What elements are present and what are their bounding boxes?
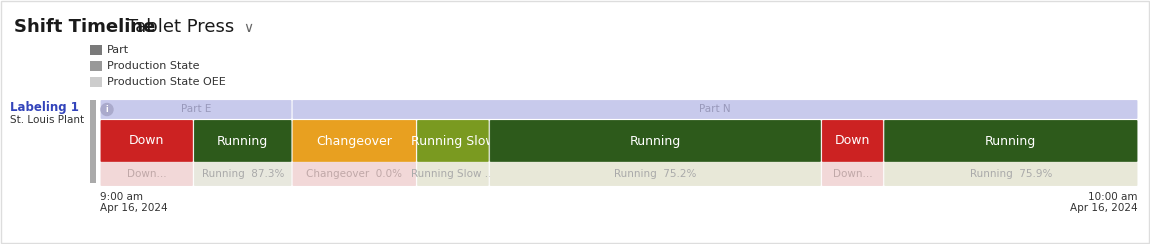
FancyBboxPatch shape xyxy=(292,100,1137,119)
Text: Production State: Production State xyxy=(107,61,199,71)
Text: i: i xyxy=(106,105,108,114)
Text: Shift Timeline: Shift Timeline xyxy=(14,18,155,36)
Text: Apr 16, 2024: Apr 16, 2024 xyxy=(1071,203,1138,213)
FancyBboxPatch shape xyxy=(100,100,292,119)
Text: Part: Part xyxy=(107,45,129,55)
Text: ∨: ∨ xyxy=(243,21,253,35)
Text: Running  87.3%: Running 87.3% xyxy=(201,169,284,179)
FancyBboxPatch shape xyxy=(100,120,193,162)
Text: Part N: Part N xyxy=(699,104,731,114)
Circle shape xyxy=(101,103,113,115)
Text: Part E: Part E xyxy=(181,104,212,114)
Text: Production State OEE: Production State OEE xyxy=(107,77,225,87)
Text: Changeover  0.0%: Changeover 0.0% xyxy=(306,169,402,179)
FancyBboxPatch shape xyxy=(822,162,883,186)
Text: Down: Down xyxy=(835,134,871,148)
FancyBboxPatch shape xyxy=(90,61,102,71)
FancyBboxPatch shape xyxy=(90,100,95,183)
Text: Apr 16, 2024: Apr 16, 2024 xyxy=(100,203,168,213)
FancyBboxPatch shape xyxy=(90,77,102,87)
Text: Down...: Down... xyxy=(126,169,167,179)
Text: Labeling 1: Labeling 1 xyxy=(10,101,79,113)
Text: Running: Running xyxy=(986,134,1036,148)
FancyBboxPatch shape xyxy=(194,162,292,186)
Text: 9:00 am: 9:00 am xyxy=(100,192,143,202)
Text: 10:00 am: 10:00 am xyxy=(1089,192,1138,202)
FancyBboxPatch shape xyxy=(490,120,821,162)
FancyBboxPatch shape xyxy=(417,120,489,162)
Text: Running: Running xyxy=(217,134,268,148)
FancyBboxPatch shape xyxy=(90,45,102,55)
Text: Running Slow ...: Running Slow ... xyxy=(411,169,494,179)
FancyBboxPatch shape xyxy=(194,120,292,162)
Text: St. Louis Plant: St. Louis Plant xyxy=(10,115,84,125)
Text: Running Slow: Running Slow xyxy=(411,134,496,148)
FancyBboxPatch shape xyxy=(884,162,1137,186)
Text: Running  75.9%: Running 75.9% xyxy=(969,169,1052,179)
Text: Tablet Press: Tablet Press xyxy=(126,18,235,36)
FancyBboxPatch shape xyxy=(884,120,1137,162)
Text: Changeover: Changeover xyxy=(316,134,392,148)
FancyBboxPatch shape xyxy=(292,120,416,162)
FancyBboxPatch shape xyxy=(100,162,193,186)
FancyBboxPatch shape xyxy=(292,162,416,186)
Text: Down: Down xyxy=(129,134,164,148)
FancyBboxPatch shape xyxy=(822,120,883,162)
FancyBboxPatch shape xyxy=(490,162,821,186)
Text: Running: Running xyxy=(630,134,681,148)
Text: Down...: Down... xyxy=(833,169,873,179)
Text: Running  75.2%: Running 75.2% xyxy=(614,169,697,179)
FancyBboxPatch shape xyxy=(417,162,489,186)
